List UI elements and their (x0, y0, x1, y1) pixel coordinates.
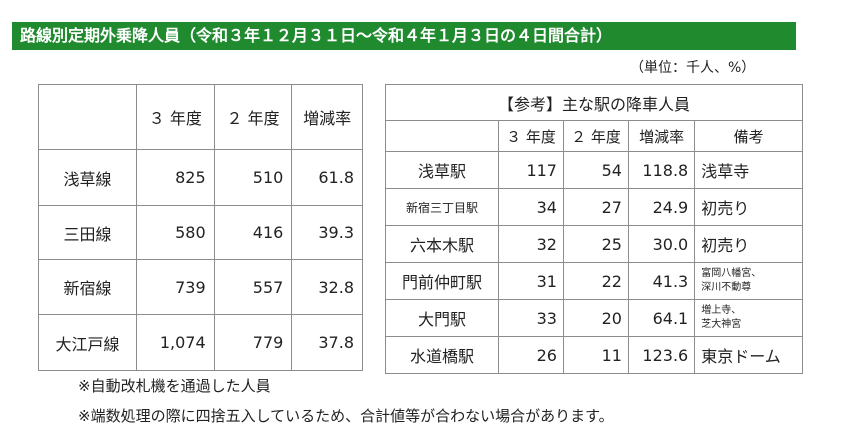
table-title-row: 【参考】主な駅の降車人員 (385, 84, 803, 121)
note-text: 富岡八幡宮、 深川不動尊 (694, 262, 803, 300)
year2-value: 11 (562, 336, 629, 374)
header-rate: 増減率 (291, 84, 363, 150)
year3-value: 1,074 (136, 314, 215, 371)
rate-value: 39.3 (291, 205, 363, 260)
year3-value: 825 (136, 149, 215, 206)
table-row: 浅草駅 117 54 118.8 浅草寺 (385, 151, 803, 189)
station-name: 大門駅 (385, 299, 499, 337)
line-name: 大江戸線 (38, 314, 137, 371)
header-year2: ２ 年度 (213, 84, 293, 150)
line-name: 三田線 (38, 205, 137, 260)
year3-value: 33 (498, 299, 564, 337)
header-year3: ３ 年度 (136, 84, 215, 150)
year2-value: 20 (562, 299, 629, 337)
year3-value: 31 (498, 262, 564, 300)
year3-value: 34 (498, 188, 564, 226)
rate-value: 123.6 (627, 336, 696, 374)
table-row: 大江戸線 1,074 779 37.8 (38, 314, 363, 371)
station-rows: 浅草駅 117 54 118.8 浅草寺 新宿三丁目駅 34 27 24.9 初売り 六本木駅 32 2… (385, 151, 803, 374)
year2-value: 27 (562, 188, 629, 226)
table-row: 門前仲町駅 31 22 41.3 富岡八幡宮、 深川不動尊 (385, 262, 803, 300)
rate-value: 118.8 (627, 151, 696, 189)
note-text: 浅草寺 (694, 151, 803, 189)
table-header-row: ３ 年度 ２ 年度 増減率 備考 (385, 120, 803, 152)
year2-value: 779 (213, 314, 293, 371)
year2-value: 25 (562, 225, 629, 263)
header-rate: 増減率 (627, 120, 696, 152)
rate-value: 24.9 (627, 188, 696, 226)
unit-label: （単位：千人、%） (630, 60, 756, 76)
table-row: 大門駅 33 20 64.1 増上寺、 芝大神宮 (385, 299, 803, 337)
note-text: 増上寺、 芝大神宮 (694, 299, 803, 337)
table-header-row: ３ 年度 ２ 年度 増減率 (38, 84, 363, 150)
reference-table-title: 【参考】主な駅の降車人員 (385, 84, 803, 121)
year2-value: 510 (213, 149, 293, 206)
rate-value: 32.8 (291, 259, 363, 315)
header-station-blank (385, 120, 499, 152)
header-year2: ２ 年度 (562, 120, 629, 152)
rate-value: 41.3 (627, 262, 696, 300)
year3-value: 580 (136, 205, 215, 260)
line-ridership-table: ３ 年度 ２ 年度 増減率 浅草線 825 510 61.8 三田線 580 4… (38, 84, 363, 371)
year2-value: 416 (213, 205, 293, 260)
station-name: 六本木駅 (385, 225, 499, 263)
year2-value: 54 (562, 151, 629, 189)
footnote: ※自動改札機を通過した人員 (78, 377, 271, 395)
header-corner-cell (38, 84, 137, 150)
table-row: 六本木駅 32 25 30.0 初売り (385, 225, 803, 263)
note-text: 初売り (694, 225, 803, 263)
station-name: 浅草駅 (385, 151, 499, 189)
year3-value: 26 (498, 336, 564, 374)
rate-value: 64.1 (627, 299, 696, 337)
rate-value: 61.8 (291, 149, 363, 206)
year2-value: 22 (562, 262, 629, 300)
note-text: 初売り (694, 188, 803, 226)
station-ridership-table: 【参考】主な駅の降車人員 ３ 年度 ２ 年度 増減率 備考 浅草駅 117 54 11… (385, 84, 803, 374)
table-row: 浅草線 825 510 61.8 (38, 149, 363, 206)
header-note: 備考 (694, 120, 803, 152)
year3-value: 32 (498, 225, 564, 263)
footnote: ※端数処理の際に四捨五入しているため、合計値等が合わない場合があります。 (78, 407, 614, 425)
line-name: 浅草線 (38, 149, 137, 206)
table-row: 三田線 580 416 39.3 (38, 205, 363, 260)
year3-value: 739 (136, 259, 215, 315)
station-name: 門前仲町駅 (385, 262, 499, 300)
rate-value: 30.0 (627, 225, 696, 263)
header-year3: ３ 年度 (498, 120, 564, 152)
year3-value: 117 (498, 151, 564, 189)
rate-value: 37.8 (291, 314, 363, 371)
note-text: 東京ドーム (694, 336, 803, 374)
table-row: 新宿三丁目駅 34 27 24.9 初売り (385, 188, 803, 226)
station-name: 新宿三丁目駅 (385, 188, 499, 226)
year2-value: 557 (213, 259, 293, 315)
line-name: 新宿線 (38, 259, 137, 315)
table-row: 水道橋駅 26 11 123.6 東京ドーム (385, 336, 803, 374)
station-name: 水道橋駅 (385, 336, 499, 374)
page-title: 路線別定期外乗降人員（令和３年１２月３１日～令和４年１月３日の４日間合計） (12, 22, 796, 50)
table-row: 新宿線 739 557 32.8 (38, 259, 363, 315)
